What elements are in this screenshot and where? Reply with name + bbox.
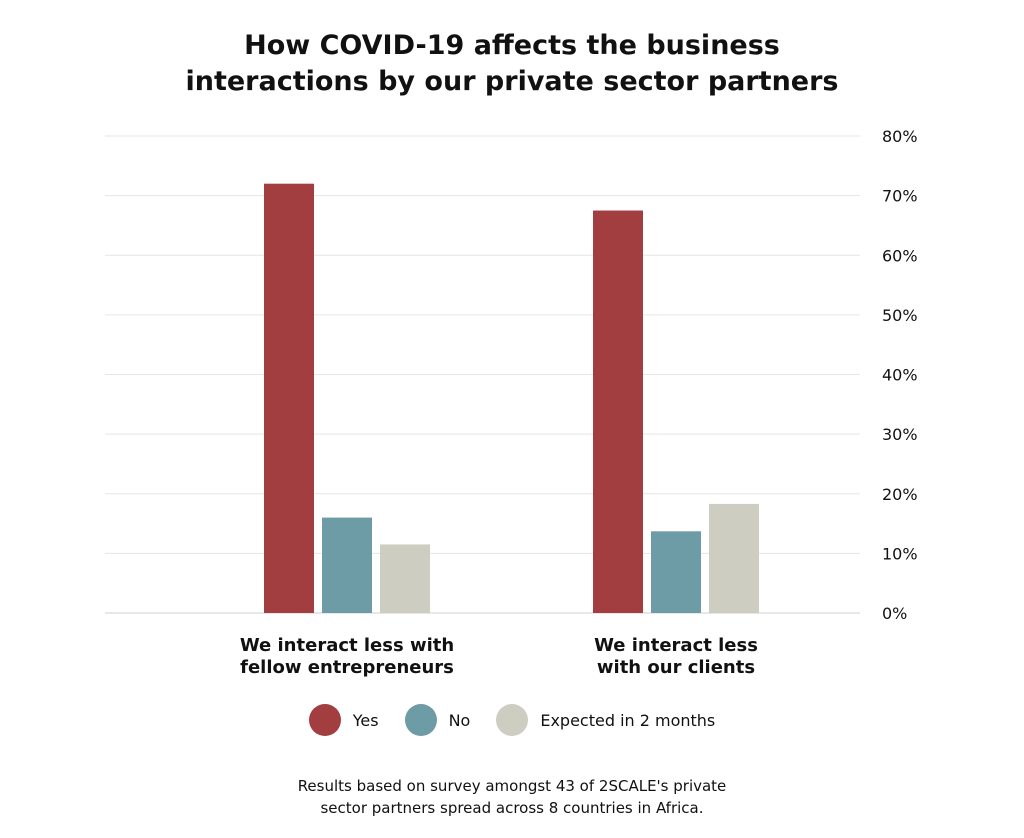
legend-label: Yes — [352, 710, 379, 730]
chart-title-line-1: How COVID-19 affects the business — [244, 30, 780, 61]
y-tick-label: 80% — [882, 127, 918, 146]
legend-label: No — [448, 710, 471, 730]
bar-yes — [264, 183, 314, 613]
y-tick-label: 20% — [882, 485, 918, 504]
y-tick-label: 50% — [882, 306, 918, 325]
legend-swatch — [404, 704, 437, 736]
bar-chart: 0% 10% 20% 30% 40% 50% 60% 70% 80% We interact l… — [105, 127, 918, 678]
bar-no — [651, 531, 701, 613]
category-label: with our clients — [597, 657, 755, 678]
bars — [264, 183, 759, 613]
footnote: Results based on survey amongst 43 of 2S… — [0, 775, 1024, 819]
category-label: We interact less — [594, 635, 758, 656]
legend-item: Yes — [308, 704, 379, 736]
legend-item: Expected in 2 months — [496, 704, 715, 736]
y-tick-label: 40% — [882, 366, 918, 385]
y-tick-label: 0% — [882, 604, 907, 623]
chart-title-line-2: interactions by our private sector partn… — [185, 66, 839, 97]
legend-item: No — [404, 704, 471, 736]
legend: Yes No Expected in 2 months — [0, 704, 1024, 736]
gridlines — [105, 135, 860, 614]
chart-title: How COVID-19 affects the business intera… — [0, 28, 1024, 100]
y-tick-label: 10% — [882, 544, 918, 563]
bar-no — [322, 517, 372, 613]
bar-expected-in-2-months — [380, 544, 430, 613]
bar-expected-in-2-months — [709, 503, 759, 613]
y-tick-label: 70% — [882, 187, 918, 206]
y-axis-tick-labels: 0% 10% 20% 30% 40% 50% 60% 70% 80% — [882, 127, 918, 623]
footnote-line-2: sector partners spread across 8 countrie… — [320, 799, 704, 817]
footnote-line-1: Results based on survey amongst 43 of 2S… — [297, 777, 727, 795]
y-tick-label: 60% — [882, 246, 918, 265]
legend-swatch — [308, 704, 341, 736]
category-label: We interact less with — [240, 635, 454, 656]
y-tick-label: 30% — [882, 425, 918, 444]
legend-swatch — [496, 704, 529, 736]
legend-label: Expected in 2 months — [540, 710, 716, 730]
category-label: fellow entrepreneurs — [240, 657, 454, 678]
bar-yes — [593, 210, 643, 613]
